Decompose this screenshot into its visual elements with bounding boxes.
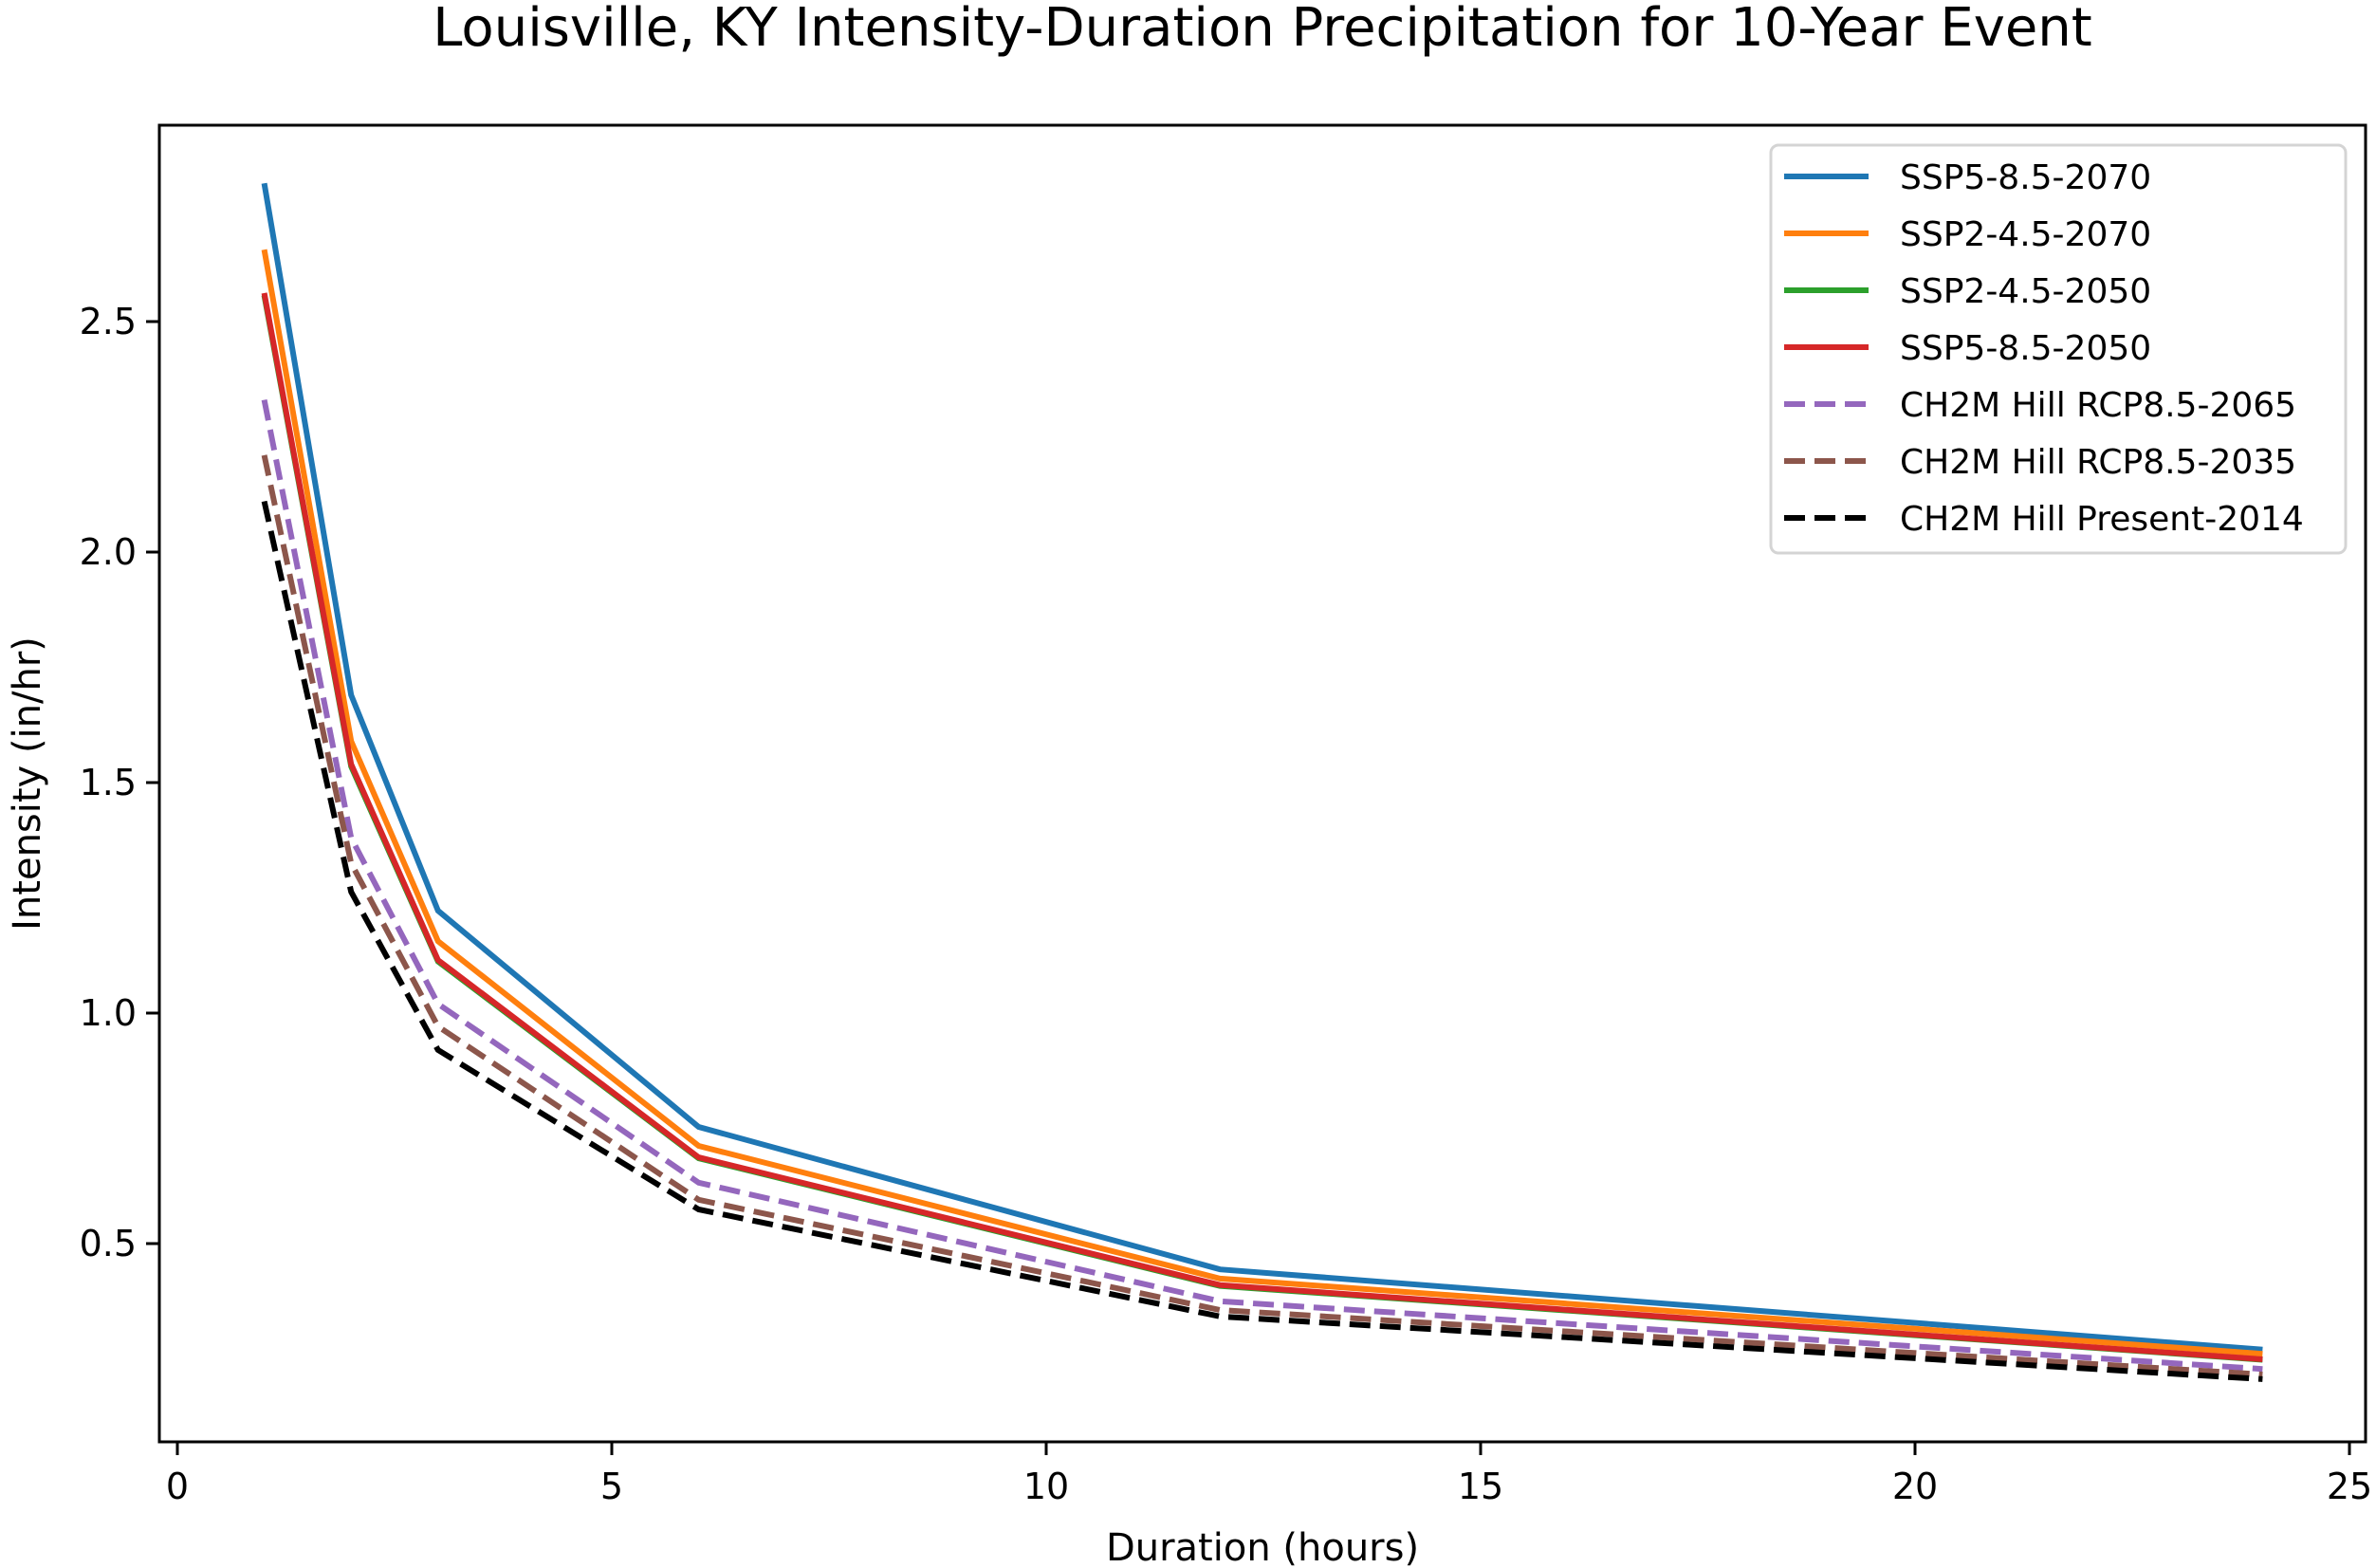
- y-tick-label: 0.5: [80, 1223, 137, 1264]
- legend-box: [1769, 143, 2348, 555]
- y-tick-label: 2.0: [80, 531, 137, 573]
- y-tick-label: 1.5: [80, 762, 137, 803]
- series-line-1: [261, 249, 2263, 1357]
- series-line-4: [261, 399, 2263, 1373]
- legend-label: CH2M Hill RCP8.5-2065: [1900, 386, 2296, 425]
- x-tick-label: 10: [1023, 1466, 1069, 1507]
- x-tick-label: 0: [166, 1466, 189, 1507]
- series-line-5: [261, 454, 2263, 1377]
- y-axis-ticks: 0.5 1.0 1.5 2.0 2.5: [80, 301, 159, 1264]
- y-tick-label: 1.0: [80, 992, 137, 1034]
- series-line-6: [261, 500, 2263, 1382]
- series-layer: [261, 182, 2263, 1382]
- y-tick-label: 2.5: [80, 301, 137, 342]
- legend-label: SSP5-8.5-2050: [1900, 329, 2151, 368]
- series-line-0: [261, 182, 2263, 1353]
- y-axis-label: Intensity (in/hr): [6, 636, 49, 931]
- x-tick-label: 15: [1458, 1466, 1503, 1507]
- x-tick-label: 20: [1892, 1466, 1938, 1507]
- legend-label: SSP2-4.5-2050: [1900, 272, 2151, 311]
- legend: SSP5-8.5-2070 SSP2-4.5-2070 SSP2-4.5-2050 S…: [1769, 143, 2348, 555]
- x-axis-ticks: 0 5 10 15 20 25: [166, 1442, 2372, 1507]
- chart-title: Louisville, KY Intensity-Duration Precip…: [433, 0, 2092, 59]
- x-axis-label: Duration (hours): [1106, 1526, 1419, 1568]
- legend-label: CH2M Hill RCP8.5-2035: [1900, 443, 2296, 482]
- legend-label: SSP5-8.5-2070: [1900, 158, 2151, 197]
- legend-label: SSP2-4.5-2070: [1900, 215, 2151, 254]
- x-tick-label: 25: [2327, 1466, 2372, 1507]
- x-tick-label: 5: [600, 1466, 623, 1507]
- series-line-3: [261, 292, 2263, 1362]
- legend-label: CH2M Hill Present-2014: [1900, 500, 2304, 539]
